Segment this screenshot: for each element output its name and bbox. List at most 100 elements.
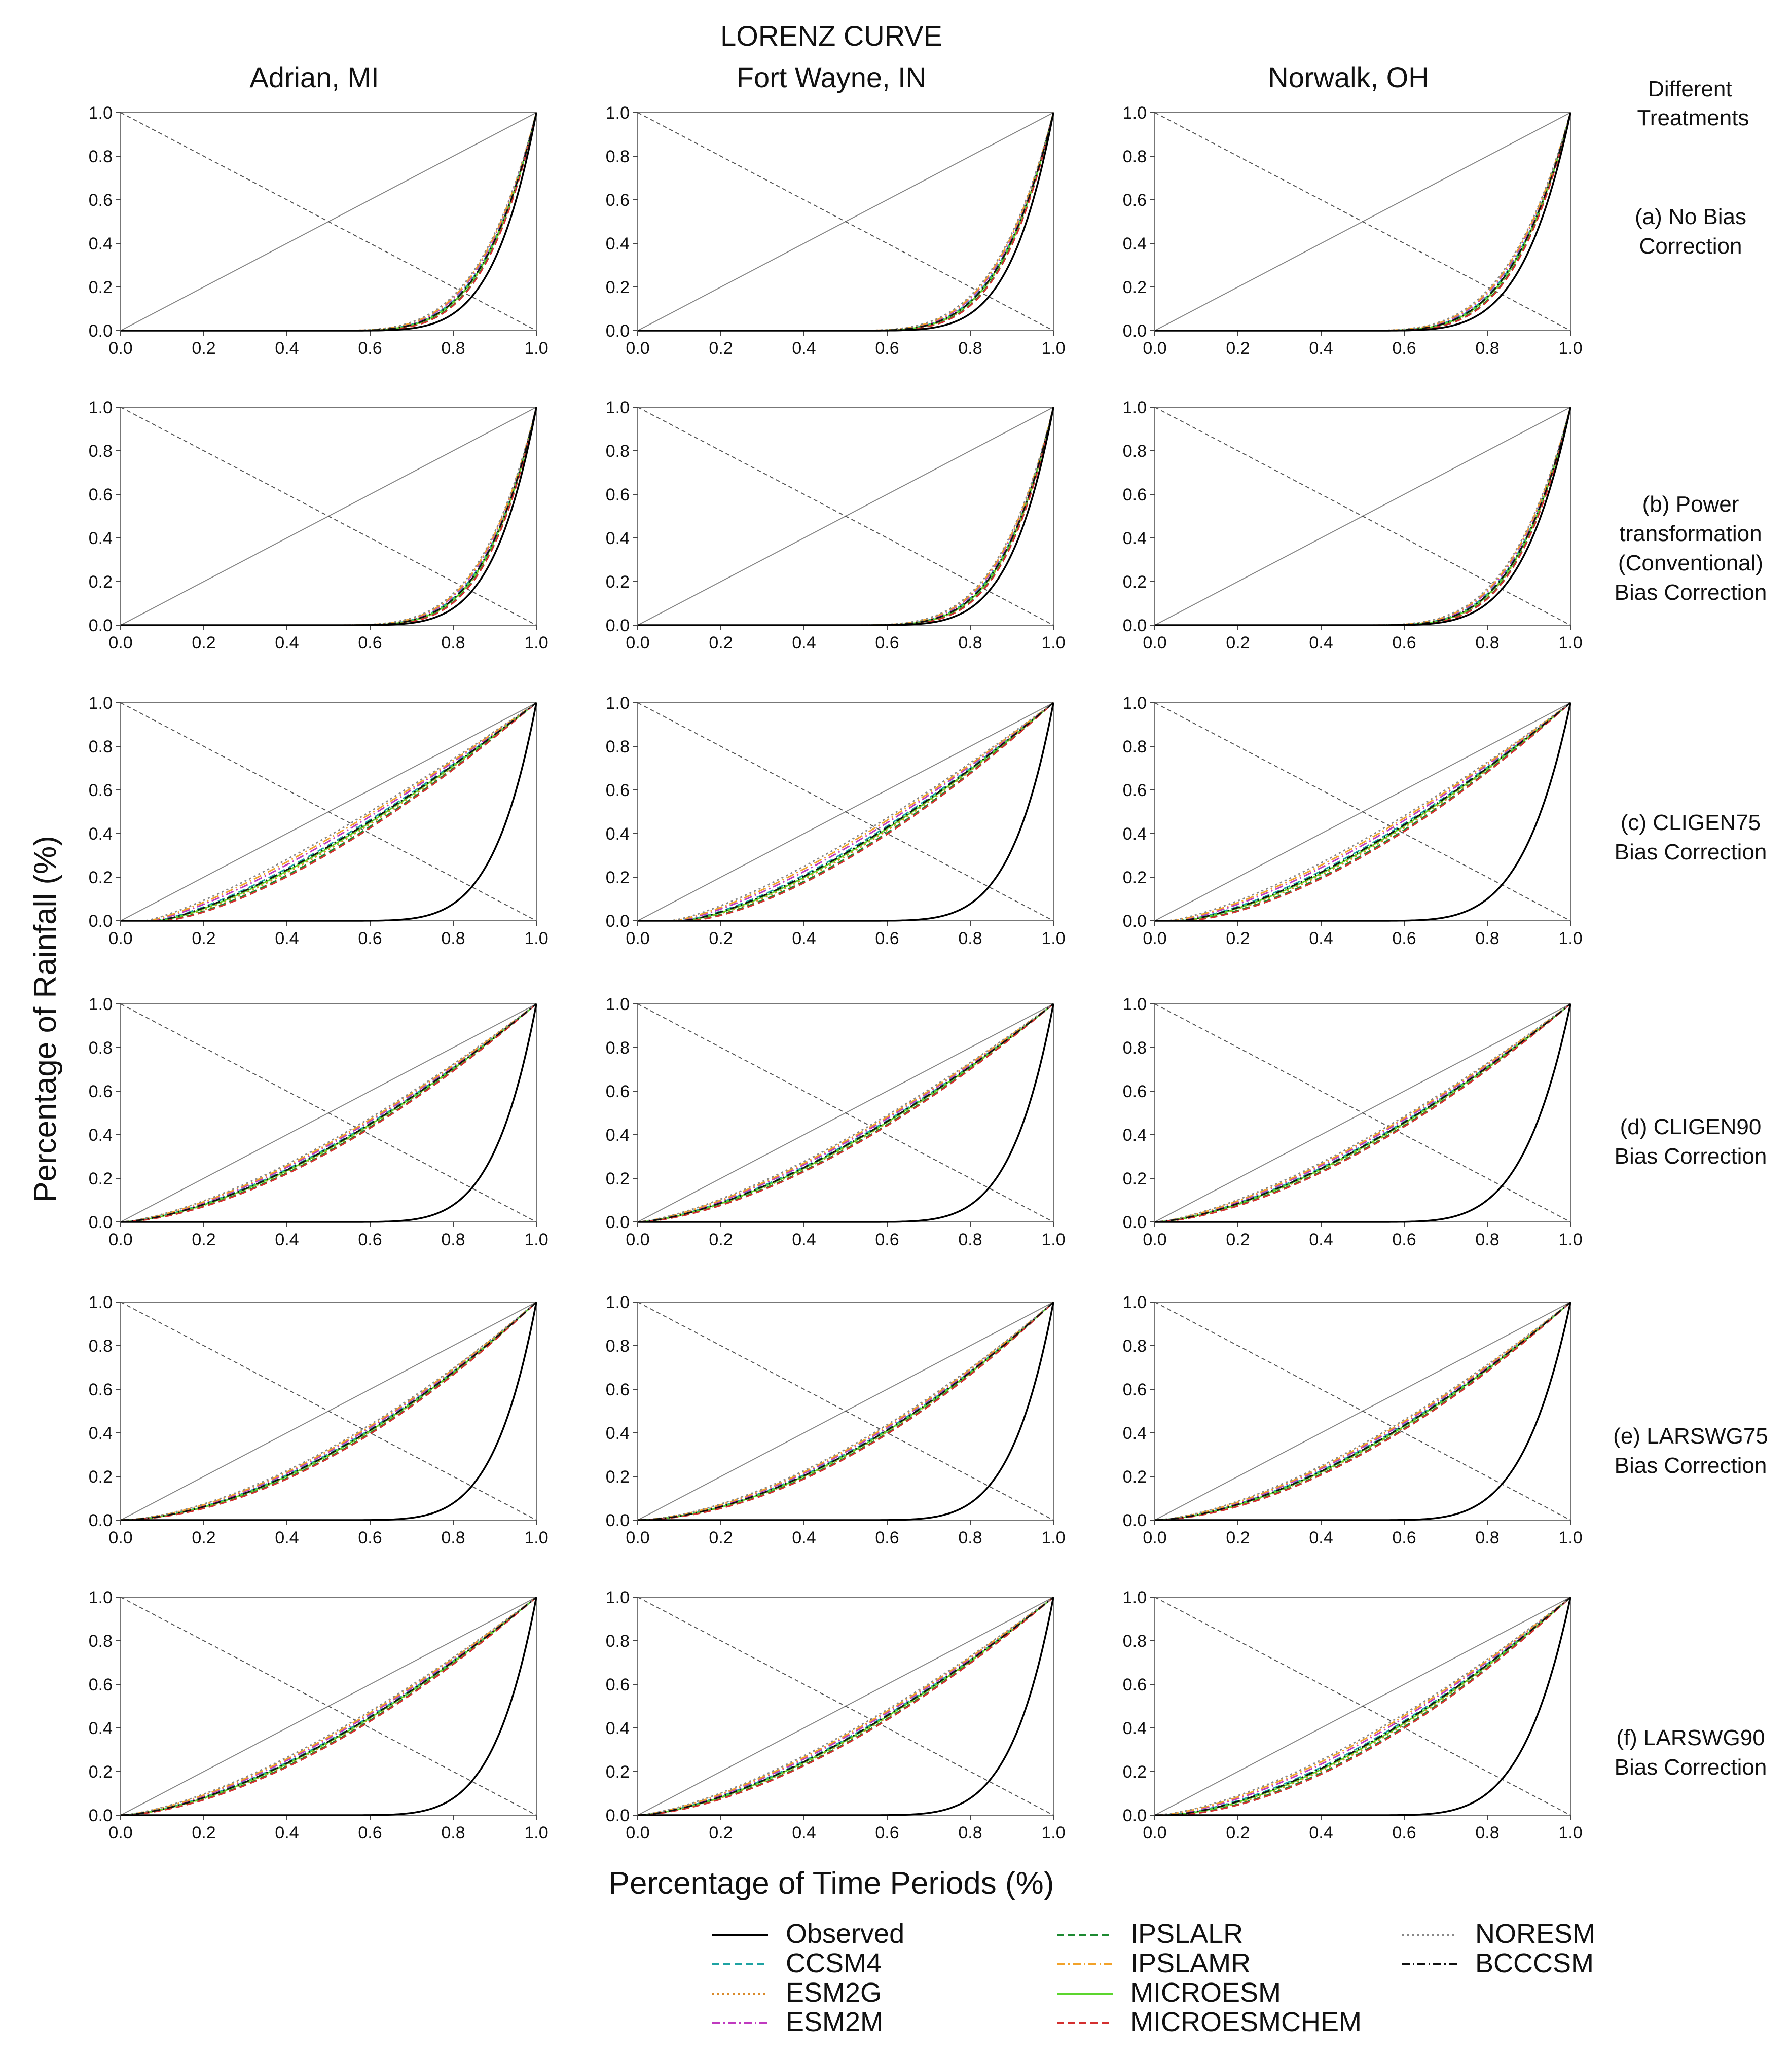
series-bcccsm bbox=[637, 1301, 1054, 1521]
legend-item-esm2m: ESM2M bbox=[712, 2007, 883, 2037]
x-tick-label: 0.6 bbox=[1392, 929, 1416, 948]
y-tick-label: 0.0 bbox=[1123, 1213, 1147, 1232]
series-microesmchem bbox=[638, 702, 1054, 922]
y-tick-label: 1.0 bbox=[606, 103, 630, 123]
y-tick-label: 0.0 bbox=[89, 912, 113, 931]
x-tick-label: 0.0 bbox=[626, 929, 649, 948]
x-tick-label: 0.8 bbox=[1475, 633, 1499, 653]
row-label-line: Bias Correction bbox=[1615, 1755, 1767, 1780]
series-noresm bbox=[637, 1003, 1054, 1223]
x-tick-label: 0.6 bbox=[1392, 1528, 1416, 1547]
legend-item-microesm: MICROESM bbox=[1057, 1977, 1281, 2008]
series-bcccsm bbox=[120, 1003, 537, 1223]
panel-r4-c0: 0.00.0 0.2 0.2 0.4 0.4 0.6 0.6 0.8 0.8 1.0 1.0 bbox=[89, 1293, 548, 1547]
series-observed bbox=[638, 112, 1054, 332]
x-tick-label: 0.4 bbox=[275, 339, 299, 358]
x-tick-label: 0.2 bbox=[709, 339, 733, 358]
series-noresm bbox=[637, 1596, 1054, 1816]
series-observed bbox=[1155, 1003, 1571, 1223]
x-tick-label: 0.8 bbox=[958, 1230, 982, 1249]
series-observed bbox=[638, 1003, 1054, 1223]
row-label-c: (c) CLIGEN75 Bias Correction bbox=[1615, 810, 1767, 864]
y-tick-label: 0.6 bbox=[606, 781, 630, 800]
panel-r0-c1: 0.00.0 0.2 0.2 0.4 0.4 0.6 0.6 0.8 0.8 1.0 1.0 bbox=[606, 103, 1066, 358]
x-tick-label: 1.0 bbox=[524, 1528, 548, 1547]
series-bcccsm bbox=[637, 1003, 1054, 1223]
x-tick-label: 0.2 bbox=[1226, 339, 1250, 358]
x-tick-label: 0.6 bbox=[358, 1230, 382, 1249]
x-tick-label: 0.8 bbox=[1475, 1823, 1499, 1843]
y-tick-label: 1.0 bbox=[1123, 103, 1147, 123]
x-tick-label: 0.6 bbox=[1392, 1823, 1416, 1843]
row-header-line: Treatments bbox=[1637, 105, 1749, 130]
x-tick-label: 1.0 bbox=[1041, 1823, 1065, 1843]
legend-label: ESM2M bbox=[786, 2007, 883, 2037]
series-noresm bbox=[1154, 1003, 1571, 1223]
y-tick-label: 0.4 bbox=[606, 529, 630, 548]
y-tick-label: 0.0 bbox=[606, 321, 630, 341]
y-tick-label: 0.2 bbox=[1123, 1762, 1147, 1782]
x-tick-label: 0.0 bbox=[626, 1823, 649, 1843]
legend-label: IPSLALR bbox=[1130, 1919, 1243, 1949]
series-bcccsm bbox=[1155, 1596, 1571, 1816]
x-tick-label: 0.0 bbox=[1143, 1230, 1166, 1249]
y-tick-label: 0.4 bbox=[1123, 1719, 1147, 1738]
x-tick-label: 0.4 bbox=[1309, 1528, 1333, 1547]
legend-item-ipslamr: IPSLAMR bbox=[1057, 1948, 1251, 1978]
panel-r0-c2: 0.00.0 0.2 0.2 0.4 0.4 0.6 0.6 0.8 0.8 1.0 1.0 bbox=[1123, 103, 1583, 358]
panel-r3-c0: 0.00.0 0.2 0.2 0.4 0.4 0.6 0.6 0.8 0.8 1.0 1.0 bbox=[89, 995, 548, 1249]
x-tick-label: 0.4 bbox=[275, 1823, 299, 1843]
x-tick-label: 0.2 bbox=[1226, 929, 1250, 948]
series-bcccsm bbox=[637, 1596, 1054, 1816]
series-esm2m bbox=[120, 1596, 537, 1816]
x-tick-label: 1.0 bbox=[524, 339, 548, 358]
y-tick-label: 0.6 bbox=[89, 1082, 113, 1101]
series-ipslamr bbox=[120, 1301, 537, 1521]
legend-label: BCCCSM bbox=[1475, 1948, 1594, 1978]
anti-diagonal-line bbox=[120, 1302, 537, 1521]
series-bcccsm bbox=[120, 1301, 537, 1521]
series-ipslamr bbox=[1154, 1596, 1571, 1816]
y-tick-label: 0.8 bbox=[1123, 1632, 1147, 1651]
x-tick-label: 0.0 bbox=[108, 1823, 132, 1843]
y-tick-label: 0.8 bbox=[606, 147, 630, 166]
x-tick-label: 0.6 bbox=[358, 633, 382, 653]
y-tick-label: 0.0 bbox=[89, 616, 113, 635]
series-noresm bbox=[1154, 1596, 1571, 1816]
series-esm2m bbox=[637, 1596, 1054, 1816]
y-tick-label: 0.8 bbox=[89, 1038, 113, 1058]
x-tick-label: 1.0 bbox=[524, 633, 548, 653]
row-label-e: (e) LARSWG75 Bias Correction bbox=[1613, 1424, 1768, 1478]
series-observed bbox=[638, 1597, 1054, 1816]
series-noresm bbox=[121, 702, 537, 922]
y-tick-label: 1.0 bbox=[89, 694, 113, 713]
y-tick-label: 0.2 bbox=[606, 572, 630, 592]
x-tick-label: 0.8 bbox=[1475, 1230, 1499, 1249]
series-observed bbox=[1155, 702, 1571, 922]
x-tick-label: 0.0 bbox=[1143, 1528, 1166, 1547]
y-tick-label: 0.2 bbox=[606, 1467, 630, 1487]
x-tick-label: 0.6 bbox=[358, 1528, 382, 1547]
series-observed bbox=[121, 112, 537, 332]
x-tick-label: 0.6 bbox=[875, 1230, 899, 1249]
y-tick-label: 0.6 bbox=[89, 191, 113, 210]
x-tick-label: 0.4 bbox=[792, 339, 816, 358]
y-tick-label: 0.2 bbox=[89, 868, 113, 887]
y-tick-label: 0.0 bbox=[606, 1511, 630, 1530]
x-tick-label: 0.0 bbox=[1143, 1823, 1166, 1843]
x-tick-label: 0.2 bbox=[709, 929, 733, 948]
legend-label: MICROESM bbox=[1130, 1977, 1281, 2008]
row-label-a: (a) No Bias Correction bbox=[1635, 204, 1746, 259]
y-tick-label: 0.0 bbox=[1123, 912, 1147, 931]
series-microesmchem bbox=[1154, 1301, 1571, 1521]
series-observed bbox=[638, 702, 1054, 922]
y-tick-label: 0.2 bbox=[89, 572, 113, 592]
y-tick-label: 0.2 bbox=[89, 278, 113, 297]
y-tick-label: 0.4 bbox=[606, 1424, 630, 1443]
x-tick-label: 0.8 bbox=[1475, 1528, 1499, 1547]
x-tick-label: 0.4 bbox=[792, 1823, 816, 1843]
anti-diagonal-line bbox=[120, 1597, 537, 1816]
y-tick-label: 0.8 bbox=[606, 442, 630, 461]
series-noresm bbox=[120, 1003, 537, 1223]
x-tick-label: 0.6 bbox=[875, 1528, 899, 1547]
